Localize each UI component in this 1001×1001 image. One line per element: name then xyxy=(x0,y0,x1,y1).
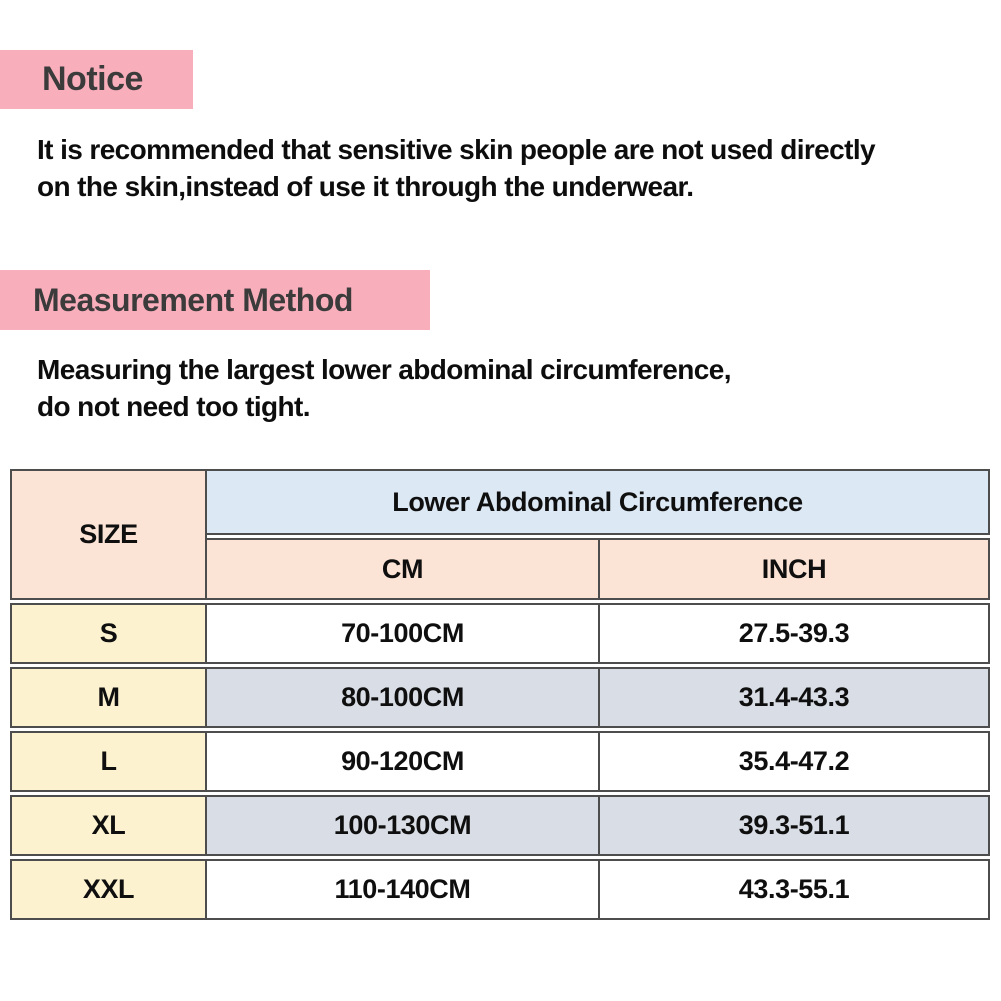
size-label: XXL xyxy=(10,859,207,920)
measurement-line-2: do not need too tight. xyxy=(37,391,311,422)
cm-value: 110-140CM xyxy=(207,859,600,920)
measurement-line-1: Measuring the largest lower abdominal ci… xyxy=(37,354,732,385)
cm-value: 90-120CM xyxy=(207,731,600,792)
size-label: L xyxy=(10,731,207,792)
table-row-xl: XL 100-130CM 39.3-51.1 xyxy=(10,795,990,856)
inch-value: 35.4-47.2 xyxy=(600,731,990,792)
notice-heading: Notice xyxy=(0,50,193,109)
table-header-row-units: CM INCH xyxy=(10,538,990,600)
measurement-method-heading-label: Measurement Method xyxy=(33,281,353,318)
inch-value: 39.3-51.1 xyxy=(600,795,990,856)
notice-paragraph: It is recommended that sensitive skin pe… xyxy=(37,131,876,205)
cm-value: 80-100CM xyxy=(207,667,600,728)
size-chart-table: SIZE Lower Abdominal Circumference CM IN… xyxy=(10,466,990,923)
table-header-row-group: SIZE Lower Abdominal Circumference xyxy=(10,469,990,600)
measurement-method-heading: Measurement Method xyxy=(0,270,430,330)
cm-value: 100-130CM xyxy=(207,795,600,856)
notice-line-1: It is recommended that sensitive skin pe… xyxy=(37,134,876,165)
size-chart: SIZE Lower Abdominal Circumference CM IN… xyxy=(10,466,990,923)
notice-heading-label: Notice xyxy=(42,60,143,98)
table-row-l: L 90-120CM 35.4-47.2 xyxy=(10,731,990,792)
cm-value: 70-100CM xyxy=(207,603,600,664)
size-label: M xyxy=(10,667,207,728)
table-row-s: S 70-100CM 27.5-39.3 xyxy=(10,603,990,664)
inch-value: 27.5-39.3 xyxy=(600,603,990,664)
inch-value: 43.3-55.1 xyxy=(600,859,990,920)
column-header-size: SIZE xyxy=(10,469,207,600)
inch-value: 31.4-43.3 xyxy=(600,667,990,728)
size-label: XL xyxy=(10,795,207,856)
measurement-paragraph: Measuring the largest lower abdominal ci… xyxy=(37,351,732,425)
size-label: S xyxy=(10,603,207,664)
table-row-xxl: XXL 110-140CM 43.3-55.1 xyxy=(10,859,990,920)
table-row-m: M 80-100CM 31.4-43.3 xyxy=(10,667,990,728)
column-header-inch: INCH xyxy=(600,538,990,600)
column-header-cm: CM xyxy=(207,538,600,600)
notice-line-2: on the skin,instead of use it through th… xyxy=(37,171,694,202)
column-group-header-circumference: Lower Abdominal Circumference xyxy=(207,469,990,535)
